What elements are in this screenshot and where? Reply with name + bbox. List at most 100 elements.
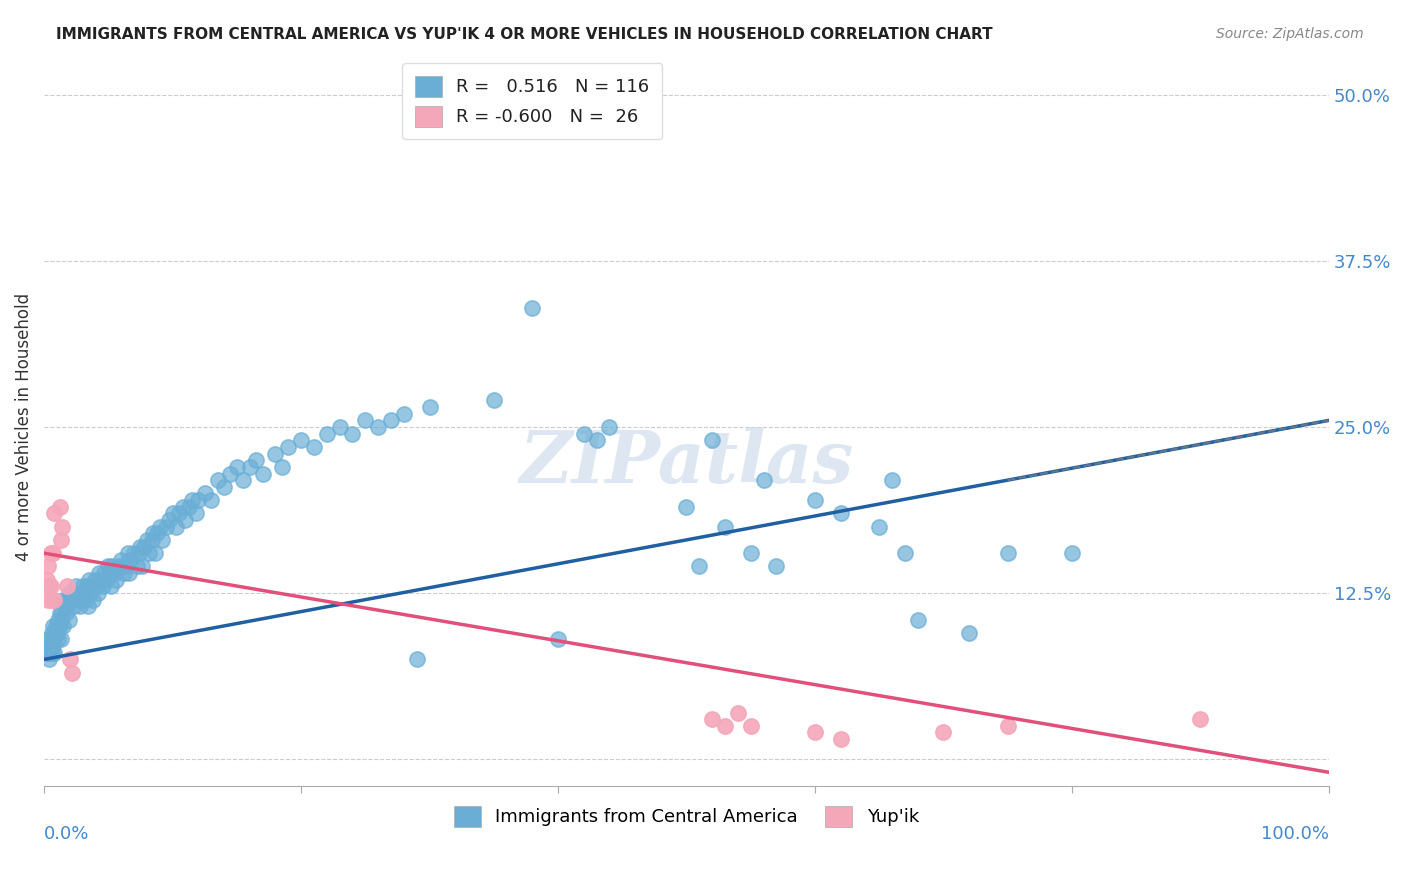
Text: IMMIGRANTS FROM CENTRAL AMERICA VS YUP'IK 4 OR MORE VEHICLES IN HOUSEHOLD CORREL: IMMIGRANTS FROM CENTRAL AMERICA VS YUP'I… (56, 27, 993, 42)
Point (101, 559, 124, 574)
Point (76, 579, 98, 593)
Point (688, 559, 710, 574)
Point (84, 573, 107, 587)
Point (73, 586, 96, 600)
Point (52, 592, 75, 607)
Point (45, 625, 67, 640)
Point (37, 632, 59, 647)
Point (72, 579, 94, 593)
Point (354, 413, 377, 427)
Point (179, 500, 201, 514)
Point (239, 459, 262, 474)
Point (714, 519, 737, 533)
Point (194, 486, 217, 500)
Point (37, 559, 59, 574)
Point (342, 426, 364, 441)
Point (44, 506, 66, 520)
Point (868, 519, 890, 533)
Point (38, 652, 60, 666)
Point (62, 599, 84, 614)
Point (252, 467, 274, 481)
Point (41, 646, 63, 660)
Point (264, 447, 287, 461)
Point (482, 393, 505, 408)
Point (165, 519, 187, 533)
Point (93, 566, 115, 580)
Point (49, 533, 72, 547)
Point (125, 559, 148, 574)
Point (997, 719, 1019, 733)
Point (110, 553, 132, 567)
Point (35, 573, 58, 587)
Point (48, 500, 70, 514)
Point (315, 426, 337, 441)
Point (65, 579, 87, 593)
Point (60, 665, 83, 680)
Point (82, 592, 104, 607)
Point (89, 566, 111, 580)
Point (143, 546, 166, 560)
Text: 0.0%: 0.0% (44, 825, 90, 843)
Text: ZIPatlas: ZIPatlas (519, 427, 853, 499)
Point (572, 426, 595, 441)
Point (49, 613, 72, 627)
Text: 100.0%: 100.0% (1261, 825, 1329, 843)
Text: Source: ZipAtlas.com: Source: ZipAtlas.com (1216, 27, 1364, 41)
Point (1060, 546, 1083, 560)
Point (522, 301, 544, 315)
Legend: Immigrants from Central America, Yup'ik: Immigrants from Central America, Yup'ik (447, 798, 927, 834)
Point (98, 566, 121, 580)
Point (100, 579, 122, 593)
Point (52, 619, 75, 633)
Point (219, 467, 242, 481)
Point (117, 546, 139, 560)
Point (830, 506, 852, 520)
Point (44, 632, 66, 647)
Point (146, 526, 169, 541)
Point (56, 579, 79, 593)
Point (997, 546, 1019, 560)
Point (187, 493, 209, 508)
Point (48, 606, 70, 620)
Point (53, 599, 76, 614)
Point (830, 732, 852, 747)
Point (765, 559, 787, 574)
Point (80, 579, 103, 593)
Point (77, 573, 100, 587)
Point (207, 473, 229, 487)
Point (752, 473, 775, 487)
Point (38, 646, 60, 660)
Point (155, 519, 177, 533)
Point (76, 599, 98, 614)
Point (129, 540, 152, 554)
Point (200, 493, 222, 508)
Point (804, 493, 827, 508)
Point (39, 579, 62, 593)
Point (727, 706, 749, 720)
Point (277, 440, 299, 454)
Point (270, 459, 292, 474)
Point (380, 413, 402, 427)
Point (51, 519, 73, 533)
Point (44, 646, 66, 660)
Point (90, 573, 112, 587)
Point (46, 625, 69, 640)
Point (128, 546, 150, 560)
Point (225, 459, 247, 474)
Point (94, 573, 117, 587)
Point (367, 420, 389, 434)
Point (134, 540, 156, 554)
Point (180, 493, 202, 508)
Y-axis label: 4 or more Vehicles in Household: 4 or more Vehicles in Household (15, 293, 32, 561)
Point (957, 625, 980, 640)
Point (167, 506, 190, 520)
Point (67, 586, 90, 600)
Point (392, 407, 415, 421)
Point (150, 533, 173, 547)
Point (105, 573, 128, 587)
Point (42, 639, 65, 653)
Point (37, 592, 59, 607)
Point (91, 579, 114, 593)
Point (60, 592, 83, 607)
Point (66, 592, 89, 607)
